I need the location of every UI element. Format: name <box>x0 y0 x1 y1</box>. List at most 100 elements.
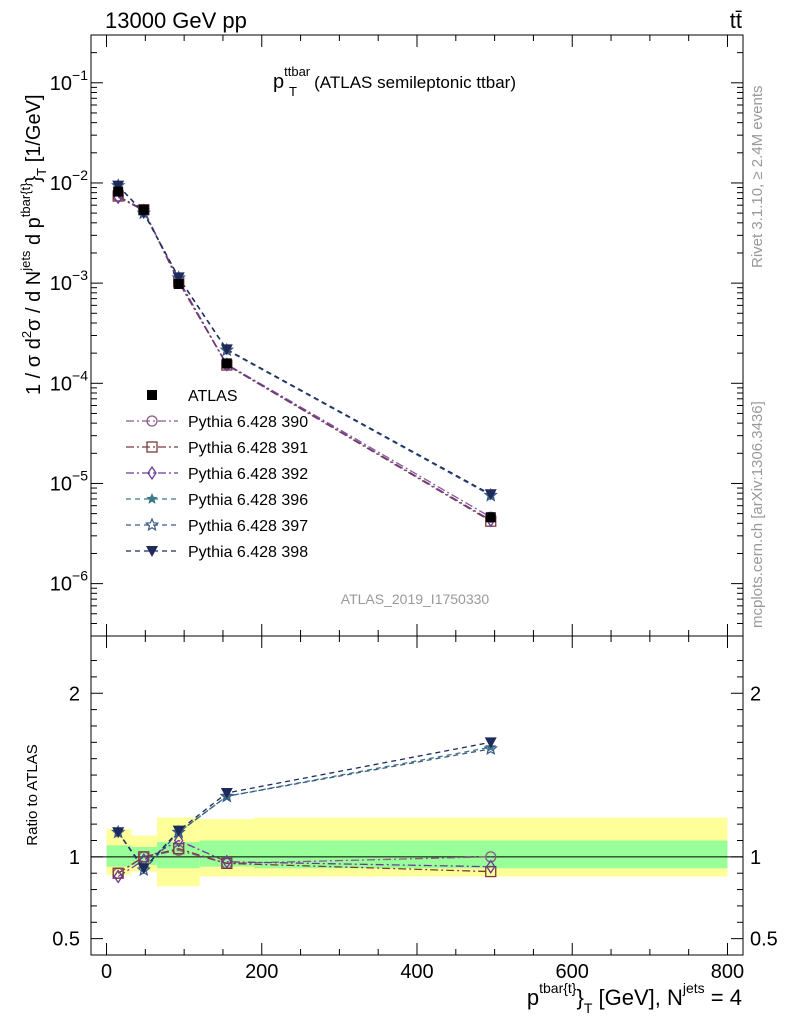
rivet-label: Rivet 3.1.10, ≥ 2.4M events <box>749 86 766 269</box>
main-title-sub: T <box>289 84 297 99</box>
ratio-bands <box>106 817 728 887</box>
x-tick-label: 200 <box>245 961 278 983</box>
legend-label: Pythia 6.428 397 <box>188 518 308 535</box>
ratio-data-point <box>112 867 124 879</box>
xlabel-sup2: jets <box>682 980 705 996</box>
ratio-band-stat <box>254 840 728 869</box>
main-y-tick-label: 10−3 <box>50 267 88 295</box>
analysis-label: ATLAS_2019_I1750330 <box>341 591 490 607</box>
main-data-point <box>173 279 184 290</box>
tick-exponent: −1 <box>72 67 88 83</box>
xlabel-brace: } <box>576 985 583 1010</box>
ratio-data-point <box>483 741 498 755</box>
tick-exponent: −4 <box>72 367 88 383</box>
main-y-tick-label: 10−6 <box>50 568 88 596</box>
main-ylabel-sup2: jets <box>18 250 33 272</box>
legend-marker <box>146 493 158 504</box>
main-y-tick-label: 10−4 <box>50 367 88 395</box>
xlabel-sup: tbar{t} <box>539 980 577 996</box>
main-data-point <box>221 358 232 369</box>
energy-label: 13000 GeV pp <box>105 8 247 33</box>
source-label: mcplots.cern.ch [arXiv:1306.3436] <box>749 401 766 628</box>
legend-marker <box>147 465 157 481</box>
tick-exponent: −3 <box>72 267 88 283</box>
main-ylabel-part3: d p <box>23 217 45 250</box>
legend-label: Pythia 6.428 391 <box>188 440 308 457</box>
tick-base: 10 <box>50 273 72 295</box>
legend-marker <box>146 546 158 557</box>
main-title-rest: (ATLAS semileptonic ttbar) <box>314 73 516 92</box>
ratio-series-markers <box>111 737 498 884</box>
ratio-data-point <box>484 737 497 749</box>
ratio-data-point <box>173 833 184 848</box>
main-data-point <box>220 344 233 356</box>
ratio-data-point <box>172 825 185 837</box>
main-ylabel-part2: σ / d N <box>23 271 45 331</box>
tick-exponent: −2 <box>72 167 88 183</box>
legend-marker <box>146 441 158 453</box>
legend-marker <box>146 415 158 427</box>
ratio-y-tick-label-right: 1 <box>750 847 761 869</box>
ratio-data-point <box>485 851 497 863</box>
main-y-tick-label: 10−2 <box>50 167 88 195</box>
process-label: tt̄ <box>730 8 742 33</box>
ratio-data-point <box>485 859 496 874</box>
legend-label: ATLAS <box>188 388 238 405</box>
ratio-y-tick-label-left: 0.5 <box>52 929 80 951</box>
main-ylabel-part4: } <box>23 176 45 183</box>
tick-base: 10 <box>50 574 72 596</box>
tick-base: 10 <box>50 373 72 395</box>
ratio-data-point <box>222 854 232 869</box>
ratio-panel: 2 2 1 1 0.5 0.5 0 200 400 600 800 <box>52 635 778 983</box>
x-axis-label: ptbar{t}}T [GeV], Njets = 4 <box>527 980 742 1016</box>
ratio-data-point <box>113 869 123 884</box>
tick-base: 10 <box>50 473 72 495</box>
legend-marker <box>144 517 160 532</box>
main-ylabel-sup3: tbar{t} <box>18 182 33 217</box>
ratio-y-axis-label: Ratio to ATLAS <box>24 744 41 845</box>
main-ylabel-part1: 1 / σ d <box>23 338 45 395</box>
main-y-tick-label: 10−5 <box>50 467 88 495</box>
xlabel-sub: T <box>584 1000 593 1016</box>
main-x-ticks <box>106 35 728 636</box>
ratio-frame <box>90 635 744 956</box>
main-title: pttbar(ATLAS semileptonic ttbar) <box>273 64 516 93</box>
ratio-data-point <box>112 827 125 839</box>
ratio-y-tick-label-left: 1 <box>69 847 80 869</box>
tick-base: 10 <box>50 173 72 195</box>
xlabel-eq: = 4 <box>705 985 742 1010</box>
main-data-point <box>113 186 124 197</box>
main-title-p: p <box>273 71 284 93</box>
ratio-data-point <box>219 788 234 803</box>
ratio-data-point <box>173 843 185 855</box>
main-data-point <box>484 489 497 501</box>
legend: ATLAS Pythia 6.428 390 Pythia 6.428 391 Pyt… <box>126 388 308 561</box>
legend-marker <box>147 390 157 400</box>
legend-label: Pythia 6.428 392 <box>188 466 308 483</box>
ratio-y-ticks: 2 2 1 1 0.5 0.5 <box>52 660 778 951</box>
tick-exponent: −5 <box>72 467 88 483</box>
legend-label: Pythia 6.428 390 <box>188 414 308 431</box>
main-data-point <box>112 180 125 192</box>
main-y-tick-label: 10−1 <box>50 67 88 95</box>
main-ylabel-unit: [1/GeV] <box>23 94 45 167</box>
main-data-point <box>485 512 496 523</box>
ratio-data-point <box>138 851 150 863</box>
ratio-band-stat <box>106 845 132 867</box>
main-ylabel-sup1: 2 <box>19 331 34 338</box>
main-title-sup: ttbar <box>284 64 311 79</box>
ratio-data-point <box>220 788 233 800</box>
main-series-markers <box>111 178 498 528</box>
ratio-series-line <box>117 741 491 870</box>
ratio-series-line <box>117 848 491 874</box>
main-y-ticks: 10−110−210−310−410−510−6 <box>50 52 743 637</box>
xlabel-p: p <box>527 985 539 1010</box>
ratio-data-point <box>485 865 497 878</box>
ratio-y-tick-label-right: 0.5 <box>750 929 778 951</box>
legend-label: Pythia 6.428 398 <box>188 544 308 561</box>
ratio-data-point <box>137 863 150 875</box>
ratio-y-tick-label-left: 2 <box>69 683 80 705</box>
main-data-point <box>172 272 185 284</box>
ratio-y-tick-label-right: 2 <box>750 683 761 705</box>
main-series-line <box>117 196 492 521</box>
